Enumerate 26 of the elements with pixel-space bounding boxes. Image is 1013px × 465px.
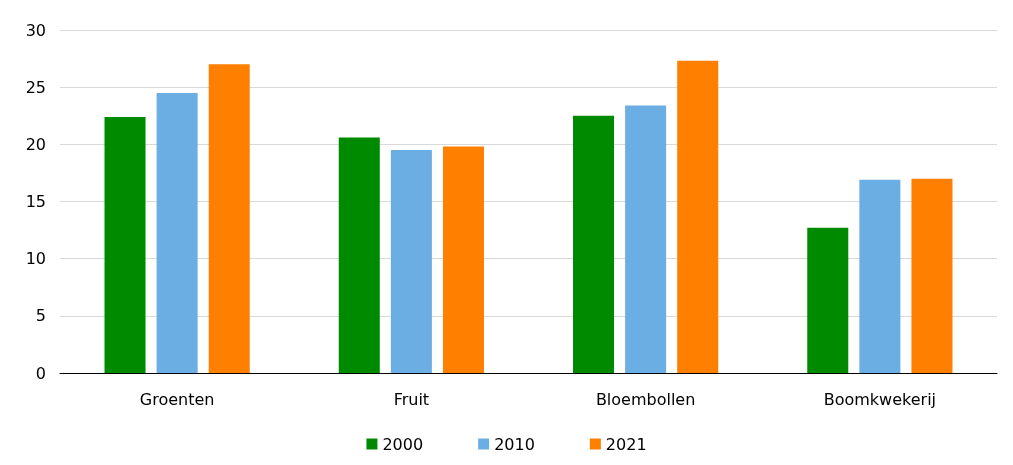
y-tick-label: 10 — [25, 249, 46, 269]
bar — [104, 116, 146, 373]
bar — [677, 60, 719, 373]
bar — [859, 179, 901, 373]
y-tick-label: 5 — [35, 306, 46, 326]
y-tick-label: 30 — [25, 20, 46, 40]
x-tick-label: Bloembollen — [595, 389, 696, 409]
x-tick-label: Boomkwekerij — [823, 389, 937, 409]
bar — [338, 137, 380, 373]
bar — [390, 150, 432, 373]
y-tick-label: 15 — [25, 192, 46, 211]
x-tick-label: Groenten — [139, 389, 215, 409]
legend-label: 2021 — [605, 434, 647, 454]
x-tick-label: Fruit — [393, 389, 430, 409]
bar — [156, 92, 198, 373]
bar — [911, 178, 953, 373]
bar — [573, 115, 615, 373]
bar — [625, 105, 667, 373]
bar — [208, 64, 250, 373]
legend-label: 2000 — [382, 434, 424, 454]
y-tick-label: 0 — [35, 363, 46, 383]
bar — [442, 146, 484, 373]
bar — [807, 227, 849, 373]
y-tick-label: 20 — [25, 134, 46, 154]
y-tick-label: 25 — [25, 77, 46, 97]
legend-label: 2010 — [494, 434, 535, 454]
